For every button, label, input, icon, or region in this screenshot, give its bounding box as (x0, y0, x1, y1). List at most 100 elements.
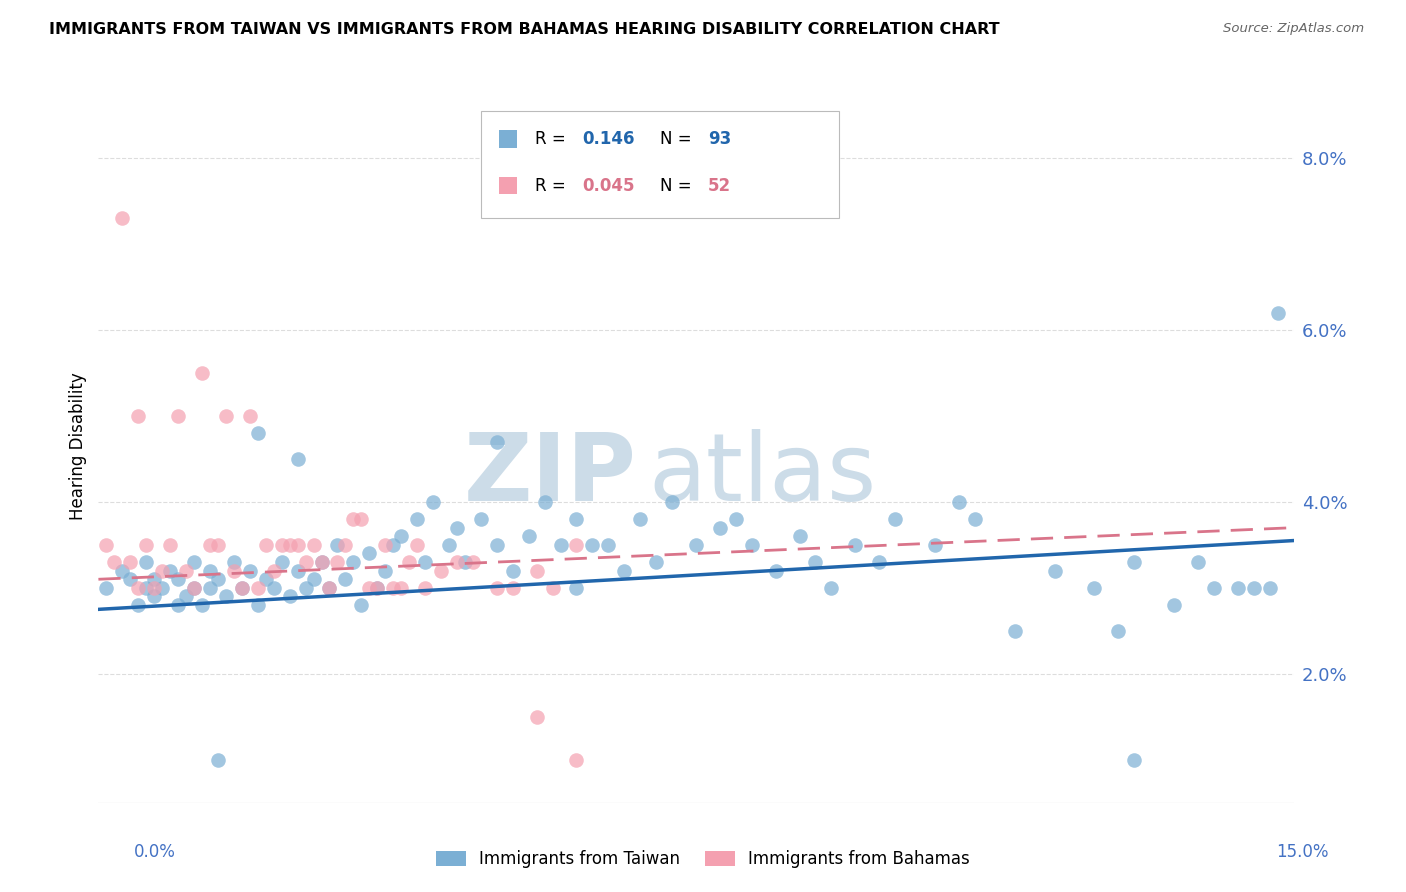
Point (884, 512, 907, 526)
Point (446, 555, 468, 569)
Point (1202, 581, 1225, 595)
Point (598, 538, 620, 552)
Point (311, 555, 333, 569)
Point (278, 538, 301, 552)
Point (174, 564, 197, 578)
Point (143, 590, 166, 604)
Point (963, 512, 986, 526)
Point (302, 538, 325, 552)
Point (254, 572, 277, 586)
Point (294, 555, 316, 569)
Point (382, 581, 405, 595)
Point (263, 581, 285, 595)
Point (454, 555, 477, 569)
Y-axis label: Hearing Disability: Hearing Disability (69, 372, 87, 520)
Point (287, 538, 309, 552)
Point (389, 529, 412, 543)
Text: IMMIGRANTS FROM TAIWAN VS IMMIGRANTS FROM BAHAMAS HEARING DISABILITY CORRELATION: IMMIGRANTS FROM TAIWAN VS IMMIGRANTS FRO… (49, 22, 1000, 37)
Point (685, 538, 707, 552)
Point (1123, 555, 1146, 569)
Point (1004, 624, 1026, 638)
Point (103, 555, 125, 569)
Point (135, 555, 157, 569)
Point (246, 426, 269, 441)
Point (254, 538, 277, 552)
Point (335, 572, 357, 586)
Point (517, 529, 540, 543)
Point (246, 581, 269, 595)
Point (446, 521, 468, 535)
Point (120, 572, 142, 586)
Point (294, 581, 316, 595)
Point (167, 598, 190, 612)
Point (565, 753, 588, 767)
Point (541, 581, 564, 595)
Point (318, 581, 340, 595)
Point (382, 538, 405, 552)
Point (741, 538, 763, 552)
Point (183, 555, 205, 569)
Point (191, 366, 214, 380)
Point (287, 564, 309, 578)
Text: Source: ZipAtlas.com: Source: ZipAtlas.com (1223, 22, 1364, 36)
Point (565, 538, 588, 552)
Text: 93: 93 (709, 130, 731, 148)
Point (127, 598, 149, 612)
Point (581, 538, 603, 552)
Point (342, 555, 364, 569)
Point (127, 409, 149, 423)
Point (565, 512, 588, 526)
Point (270, 555, 292, 569)
Point (709, 521, 731, 535)
Text: 0.0%: 0.0% (134, 843, 176, 861)
Point (326, 538, 349, 552)
Point (96, 538, 118, 552)
Point (183, 581, 205, 595)
Text: ZIP: ZIP (464, 428, 637, 521)
Point (222, 555, 245, 569)
Point (502, 581, 524, 595)
Point (413, 581, 436, 595)
Point (143, 581, 166, 595)
Point (502, 564, 524, 578)
Point (485, 434, 508, 449)
Point (804, 555, 827, 569)
Point (231, 581, 253, 595)
Point (167, 572, 190, 586)
Point (174, 590, 197, 604)
Point (231, 581, 253, 595)
Point (1226, 581, 1249, 595)
Text: atlas: atlas (648, 428, 876, 521)
Text: R =: R = (534, 177, 571, 194)
Point (96, 581, 118, 595)
Point (278, 590, 301, 604)
Point (120, 555, 142, 569)
Point (1107, 624, 1129, 638)
Point (485, 581, 508, 595)
Point (789, 529, 811, 543)
Point (437, 538, 460, 552)
Point (287, 451, 309, 466)
Point (239, 409, 262, 423)
Point (198, 564, 221, 578)
Text: 0.146: 0.146 (582, 130, 636, 148)
Point (398, 555, 420, 569)
Point (359, 581, 381, 595)
Point (127, 581, 149, 595)
Point (374, 564, 396, 578)
Point (335, 538, 357, 552)
Point (311, 555, 333, 569)
Point (1187, 555, 1209, 569)
Point (924, 538, 946, 552)
Point (302, 572, 325, 586)
FancyBboxPatch shape (499, 130, 517, 148)
Point (263, 564, 285, 578)
Point (342, 512, 364, 526)
Legend: Immigrants from Taiwan, Immigrants from Bahamas: Immigrants from Taiwan, Immigrants from … (429, 844, 977, 875)
Point (159, 538, 181, 552)
Point (222, 564, 245, 578)
Text: N =: N = (661, 177, 697, 194)
Point (550, 538, 572, 552)
Point (533, 495, 555, 509)
Point (183, 581, 205, 595)
